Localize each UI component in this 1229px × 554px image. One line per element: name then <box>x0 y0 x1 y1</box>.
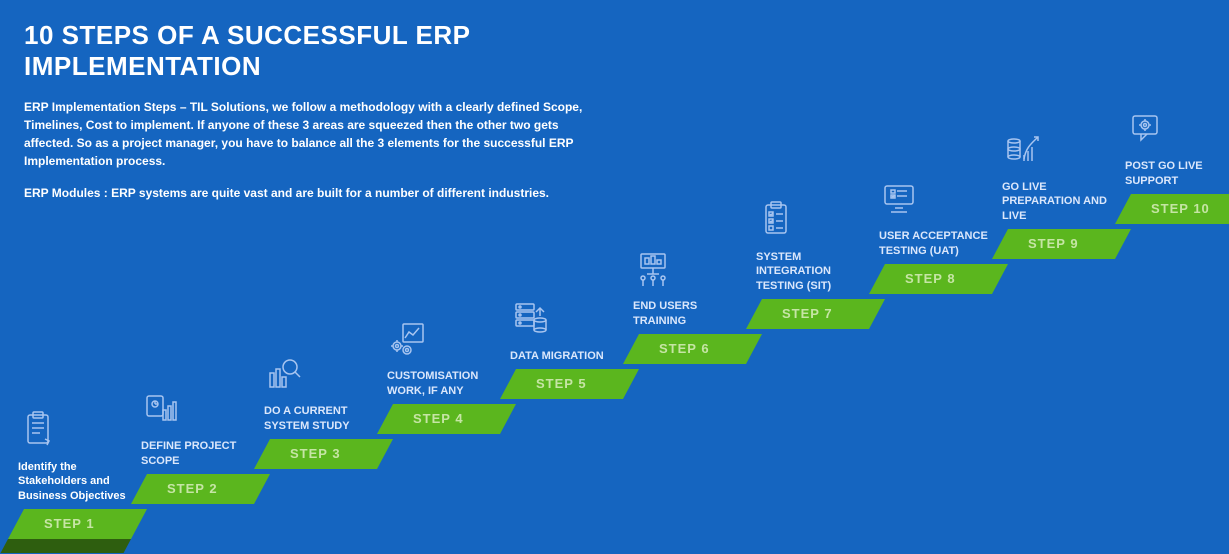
step-content: POST GO LIVE SUPPORT <box>1125 108 1229 188</box>
step-number-label: STEP 1 <box>44 516 95 531</box>
servers-icon <box>510 298 630 343</box>
step-content: CUSTOMISATION WORK, IF ANY <box>387 318 507 398</box>
gears-chart-icon <box>387 318 507 363</box>
step-title: DATA MIGRATION <box>510 349 625 363</box>
step-content: DATA MIGRATION <box>510 298 630 363</box>
support-chat-icon <box>1125 108 1229 153</box>
step-title: POST GO LIVE SUPPORT <box>1125 159 1229 188</box>
step-content: SYSTEM INTEGRATION TESTING (SIT) <box>756 199 876 293</box>
step-title: DEFINE PROJECT SCOPE <box>141 439 256 468</box>
step-title: Identify the Stakeholders and Business O… <box>18 460 138 503</box>
step-number-label: STEP 3 <box>290 446 341 461</box>
step-content: USER ACCEPTANCE TESTING (UAT) <box>879 178 999 258</box>
step-number-label: STEP 7 <box>782 306 833 321</box>
step-number-label: STEP 4 <box>413 411 464 426</box>
magnify-chart-icon <box>264 353 384 398</box>
step-number-label: STEP 8 <box>905 271 956 286</box>
step-content: DO A CURRENT SYSTEM STUDY <box>264 353 384 433</box>
step-number-label: STEP 6 <box>659 341 710 356</box>
launch-chart-icon <box>1002 129 1122 174</box>
step-title: DO A CURRENT SYSTEM STUDY <box>264 404 379 433</box>
step-title: USER ACCEPTANCE TESTING (UAT) <box>879 229 994 258</box>
step-content: GO LIVE PREPARATION AND LIVE <box>1002 129 1122 223</box>
training-icon <box>633 248 753 293</box>
step-content: DEFINE PROJECT SCOPE <box>141 388 261 468</box>
step-title: GO LIVE PREPARATION AND LIVE <box>1002 180 1117 223</box>
checklist-icon <box>756 199 876 244</box>
step-title: END USERS TRAINING <box>633 299 748 328</box>
step-number-label: STEP 9 <box>1028 236 1079 251</box>
step-content: Identify the Stakeholders and Business O… <box>18 409 138 503</box>
step-number-label: STEP 2 <box>167 481 218 496</box>
step-content: END USERS TRAINING <box>633 248 753 328</box>
chart-doc-icon <box>141 388 261 433</box>
step-number-label: STEP 5 <box>536 376 587 391</box>
monitor-check-icon <box>879 178 999 223</box>
step-title: SYSTEM INTEGRATION TESTING (SIT) <box>756 250 871 293</box>
step-number-label: STEP 10 <box>1151 201 1210 216</box>
staircase-diagram: STEP 1 Identify the Stakeholders and Busi… <box>0 0 1229 554</box>
step-title: CUSTOMISATION WORK, IF ANY <box>387 369 502 398</box>
clipboard-icon <box>18 409 138 454</box>
step1-base-shadow <box>1 539 131 553</box>
